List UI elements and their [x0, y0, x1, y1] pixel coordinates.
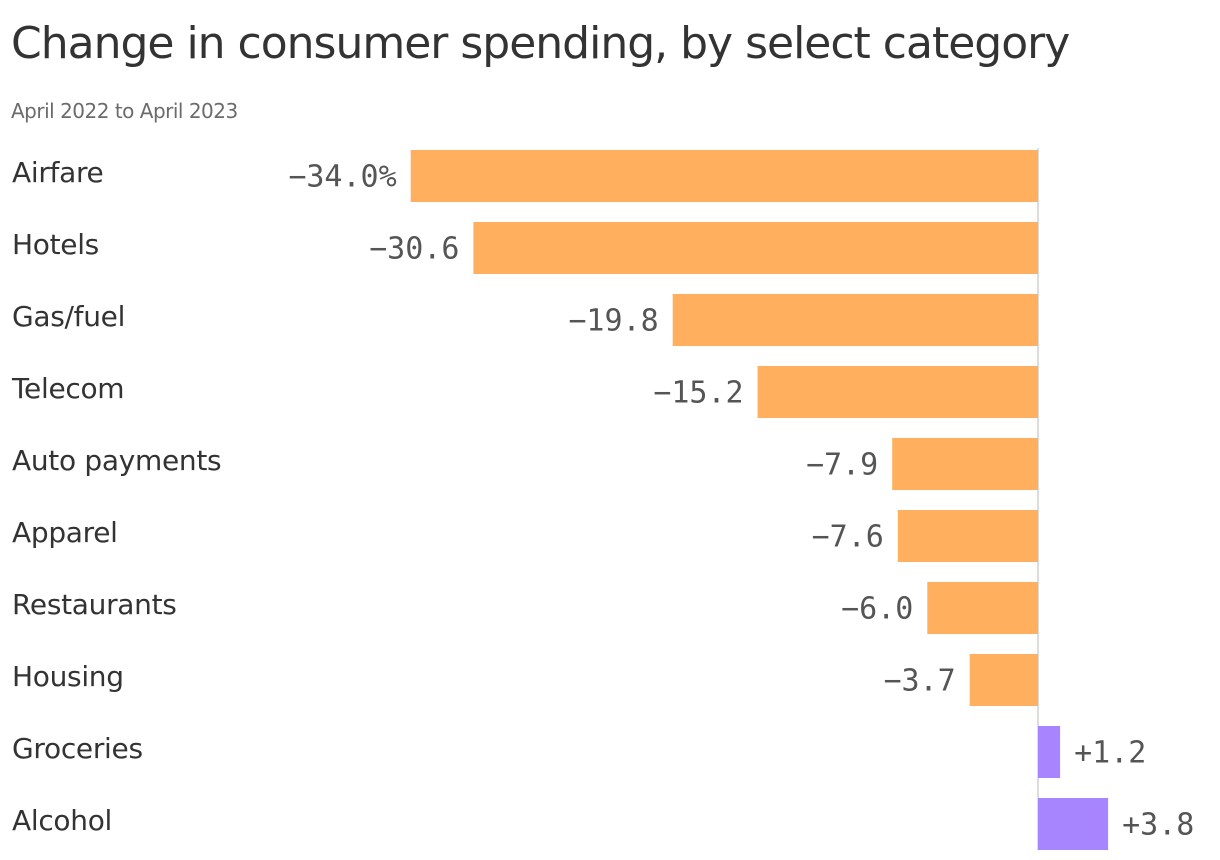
bar-airfare: [410, 150, 1038, 202]
category-label: Apparel: [12, 516, 118, 549]
category-label: Groceries: [12, 732, 143, 765]
value-label: −34.0%: [288, 160, 396, 195]
value-label: −19.8: [568, 304, 658, 339]
bar-hotels: [473, 222, 1038, 274]
bar-housing: [969, 654, 1038, 706]
bar-gas-fuel: [672, 294, 1038, 346]
value-label: −7.6: [812, 520, 884, 555]
bar-alcohol: [1038, 798, 1109, 850]
value-label: +3.8: [1122, 808, 1194, 843]
bar-apparel: [897, 510, 1038, 562]
category-label: Auto payments: [12, 444, 221, 477]
value-label: −6.0: [841, 592, 913, 627]
bar-auto-payments: [892, 438, 1038, 490]
category-label: Restaurants: [12, 588, 177, 621]
chart-subtitle: April 2022 to April 2023: [11, 99, 238, 123]
bar-telecom: [757, 366, 1038, 418]
category-label: Alcohol: [12, 804, 112, 837]
category-label: Airfare: [12, 156, 103, 189]
category-label: Telecom: [11, 372, 124, 405]
value-label: −3.7: [883, 664, 955, 699]
category-label: Gas/fuel: [12, 300, 125, 333]
chart-title: Change in consumer spending, by select c…: [11, 18, 1070, 69]
bar-groceries: [1038, 726, 1061, 778]
value-label: −15.2: [653, 376, 743, 411]
value-label: −30.6: [369, 232, 459, 267]
category-label: Housing: [12, 660, 124, 693]
value-label: −7.9: [806, 448, 878, 483]
bar-restaurants: [927, 582, 1038, 634]
value-label: +1.2: [1074, 736, 1146, 771]
category-label: Hotels: [12, 228, 99, 261]
